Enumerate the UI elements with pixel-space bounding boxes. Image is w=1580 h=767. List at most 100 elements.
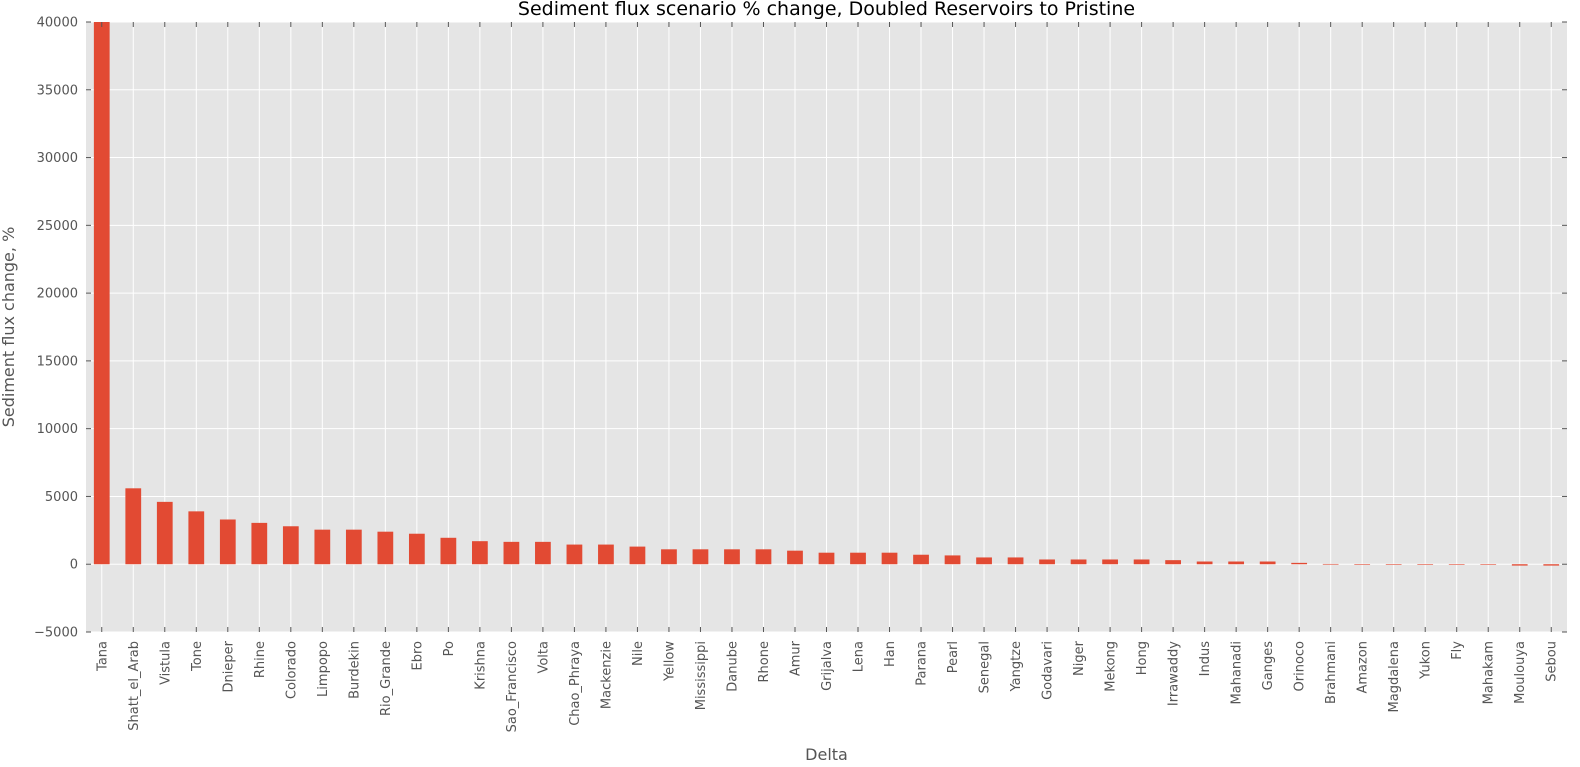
x-tick-label: Sao_Francisco [505,641,520,732]
x-tick-labels: Tana Shatt_el_Arab Vistula Tone Dnieper Rhine… [95,640,1559,732]
x-tick-label: Shatt_el_Arab [127,641,142,731]
y-tick-label: 5000 [45,490,78,505]
bar [944,555,961,565]
x-tick-label: Grijalva [820,641,835,691]
bar [472,541,488,565]
y-tick-label: 40000 [37,16,78,31]
y-axis-label: Sediment flux change, % [0,227,18,428]
chart-title: Sediment flux scenario % change, Doubled… [518,0,1135,20]
bar [566,544,583,565]
bar [1007,557,1024,565]
bar [629,546,646,565]
y-tick-label: 15000 [37,354,78,369]
x-tick-label: Yellow [662,641,677,682]
bar [1102,559,1118,565]
bar [535,541,551,565]
x-tick-label: Burdekin [347,641,362,699]
bar [1196,561,1213,565]
x-tick-label: Mahakam [1482,641,1497,704]
x-tick-label: Mahanadi [1230,641,1245,704]
x-tick-label: Danube [725,641,740,692]
x-tick-label: Niger [1072,640,1087,676]
y-tick-label: 20000 [37,287,78,302]
bar [377,531,394,565]
bar [503,541,520,565]
x-tick-label: Mackenzie [599,641,614,709]
bar [93,22,110,565]
bar [1070,559,1087,565]
x-tick-label: Amur [788,640,803,676]
x-tick-label: Sebou [1545,641,1560,682]
x-tick-label: Ebro [410,641,425,671]
x-tick-label: Mekong [1104,641,1119,692]
bar [724,549,740,565]
x-tick-label: Krishna [473,641,488,690]
x-tick-label: Indus [1198,641,1213,677]
y-tick-label: 25000 [37,219,78,234]
x-tick-label: Irrawaddy [1167,641,1182,706]
bar [1480,564,1497,565]
bar [913,554,929,565]
bar [1448,564,1465,565]
bar [598,544,614,565]
bar [251,522,268,565]
x-tick-label: Volta [536,641,551,674]
x-tick-label: Fly [1450,641,1465,660]
bar [1259,561,1276,565]
x-tick-label: Orinoco [1293,641,1308,692]
bar [755,549,772,565]
x-tick-label: Rhone [757,641,772,682]
x-tick-label: Brahmani [1324,641,1339,704]
bar [1322,563,1339,565]
bar [314,529,331,565]
bar [692,549,709,565]
bar [125,488,142,565]
bar [850,552,866,565]
y-tick-label: 30000 [37,151,78,166]
x-tick-label: Godavari [1041,641,1056,700]
bar [976,557,992,565]
x-tick-label: Colorado [284,641,299,699]
x-tick-label: Chao_Phraya [568,641,583,726]
bar [1133,559,1150,565]
bar [282,526,299,565]
bars [93,22,1560,566]
x-tick-label: Rio_Grande [379,641,394,716]
bar [1165,560,1181,565]
x-tick-label: Han [883,641,898,667]
x-tick-label: Hong [1135,641,1150,675]
y-tick-label: 0 [70,558,78,573]
x-axis-label: Delta [805,745,848,764]
x-tick-label: Vistula [158,641,173,685]
x-tick-label: Limpopo [316,641,331,697]
bar [440,537,457,565]
x-tick-label: Lena [852,641,867,672]
x-tick-label: Magdalena [1387,641,1402,712]
bar [219,519,236,565]
bar [1511,564,1528,566]
bar [1039,559,1055,565]
bar [1354,564,1371,565]
bar [1417,564,1434,565]
x-tick-label: Mississippi [694,641,709,710]
bar [345,529,362,565]
bar [818,552,835,565]
bar [787,550,803,565]
x-tick-label: Tone [190,641,205,672]
x-tick-label: Parana [915,641,930,686]
bar [156,501,173,565]
y-tick-label: 35000 [37,83,78,98]
x-tick-label: Nile [631,641,646,666]
y-tick-labels: −5000 0 5000 10000 15000 20000 25000 30000 35000… [34,16,78,641]
x-tick-label: Dnieper [221,640,236,692]
x-tick-label: Senegal [978,641,993,693]
x-tick-label: Po [442,641,457,656]
bar [1385,564,1402,565]
bar [661,549,677,565]
x-tick-label: Ganges [1261,641,1276,691]
x-tick-label: Amazon [1356,641,1371,694]
x-tick-label: Yukon [1419,641,1434,680]
bar [1543,564,1560,566]
bar [1228,561,1245,565]
y-tick-label: −5000 [34,626,78,641]
